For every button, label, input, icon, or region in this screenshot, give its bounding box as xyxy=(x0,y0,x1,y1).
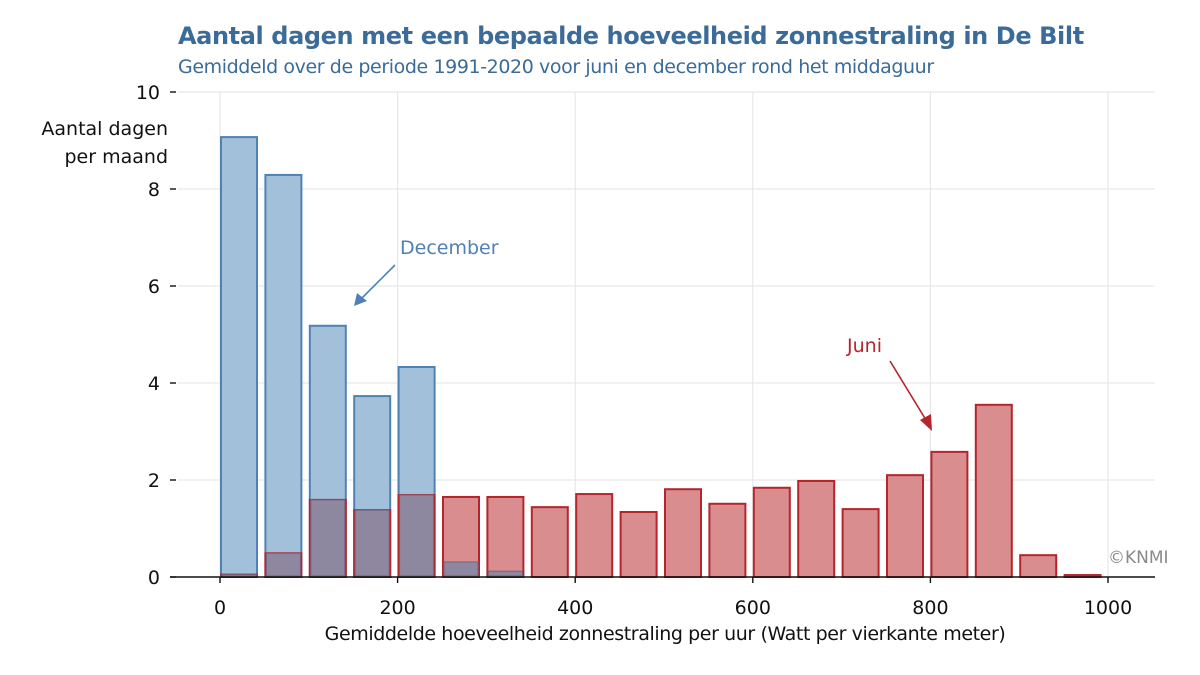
juni-bar xyxy=(974,403,1013,579)
juni-arrow-line xyxy=(889,360,927,421)
overlap-bar xyxy=(265,552,301,577)
y-tick-label: 4 xyxy=(148,373,160,395)
juni-bar xyxy=(930,450,969,578)
overlap-bars xyxy=(221,494,523,577)
x-tick-label: 800 xyxy=(912,597,948,619)
juni-arrow-head xyxy=(920,414,932,431)
juni-bars xyxy=(220,403,1102,579)
y-axis-label: Aantal dagen per maand xyxy=(41,115,168,171)
x-tick-label: 1000 xyxy=(1084,597,1132,619)
juni-annotation-label: Juni xyxy=(846,335,882,357)
x-tick-label: 600 xyxy=(735,597,771,619)
juni-bar xyxy=(752,486,791,579)
y-axis-label-line-1: Aantal dagen xyxy=(41,118,168,140)
december-arrow-line xyxy=(361,264,396,299)
y-axis-label-line-2: per maand xyxy=(64,146,169,168)
y-tick-label: 0 xyxy=(148,567,160,589)
x-tick-label: 400 xyxy=(557,597,593,619)
y-tick-label: 8 xyxy=(148,179,160,201)
juni-bar xyxy=(530,506,569,578)
y-tick-label: 10 xyxy=(136,82,160,104)
x-tick-label: 0 xyxy=(214,597,226,619)
juni-bar xyxy=(1019,554,1058,578)
y-tick-label: 6 xyxy=(148,276,160,298)
overlap-bar xyxy=(310,499,346,577)
juni-bar xyxy=(886,474,924,578)
chart-subtitle: Gemiddeld over de periode 1991-2020 voor… xyxy=(178,56,934,78)
x-axis-label: Gemiddelde hoeveelheid zonnestraling per… xyxy=(324,623,1006,645)
december-bar xyxy=(220,136,258,578)
chart-title: Aantal dagen met een bepaalde hoeveelhei… xyxy=(178,22,1084,50)
juni-bar xyxy=(797,479,836,578)
axes: 0 200 400 600 800 1000 0 2 4 6 8 10 xyxy=(136,82,1155,619)
overlap-bar xyxy=(487,570,523,577)
december-annotation-label: December xyxy=(400,237,499,259)
juni-bar xyxy=(619,511,658,579)
annotations: December Juni xyxy=(354,237,932,431)
x-tick-label: 200 xyxy=(379,597,415,619)
juni-bar xyxy=(575,493,614,578)
december-arrow-head xyxy=(354,293,367,306)
juni-bar xyxy=(664,488,702,578)
overlap-bar xyxy=(443,561,479,577)
overlap-bar xyxy=(221,574,257,577)
juni-bar xyxy=(841,508,880,579)
juni-bar xyxy=(708,502,747,579)
copyright-credit: ©KNMI xyxy=(1108,548,1169,568)
y-tick-label: 2 xyxy=(148,470,160,492)
juni-bar xyxy=(486,495,525,579)
december-bar xyxy=(264,173,303,578)
overlap-bar xyxy=(399,494,435,577)
overlap-bar xyxy=(354,509,390,577)
